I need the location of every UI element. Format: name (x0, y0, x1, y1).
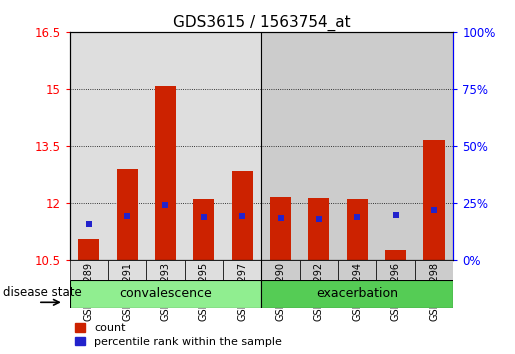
Bar (415, 32, 453, 260)
Bar (261, 260, 300, 280)
Bar (232, 171, 253, 260)
Text: disease state: disease state (3, 286, 81, 298)
Text: exacerbation: exacerbation (316, 287, 398, 300)
Bar (338, 32, 376, 260)
Bar (376, 32, 415, 260)
Bar (70, 32, 108, 260)
Text: GSM401296: GSM401296 (391, 262, 401, 321)
Bar (223, 260, 261, 280)
Bar (146, 260, 184, 280)
Text: GSM401293: GSM401293 (161, 262, 170, 321)
Text: GSM401298: GSM401298 (429, 262, 439, 321)
Title: GDS3615 / 1563754_at: GDS3615 / 1563754_at (173, 14, 350, 30)
Bar (423, 140, 444, 260)
Text: GSM401297: GSM401297 (237, 262, 247, 321)
Bar (155, 86, 176, 260)
Bar (70, 260, 108, 280)
Bar (270, 198, 291, 260)
Bar (261, 280, 453, 308)
Bar (184, 260, 223, 280)
Bar (338, 260, 376, 280)
Bar (78, 239, 99, 260)
Bar (108, 32, 146, 260)
Bar (300, 260, 338, 280)
Text: GSM401292: GSM401292 (314, 262, 324, 321)
Bar (415, 260, 453, 280)
Text: convalescence: convalescence (119, 287, 212, 300)
Bar (376, 260, 415, 280)
Bar (261, 32, 300, 260)
Text: GSM401290: GSM401290 (276, 262, 285, 321)
Text: GSM401294: GSM401294 (352, 262, 362, 321)
Bar (308, 198, 330, 260)
Bar (116, 169, 138, 260)
Legend: count, percentile rank within the sample: count, percentile rank within the sample (75, 323, 282, 347)
Bar (184, 32, 223, 260)
Text: GSM401295: GSM401295 (199, 262, 209, 321)
Bar (193, 199, 214, 260)
Text: GSM401289: GSM401289 (84, 262, 94, 321)
Bar (146, 32, 184, 260)
Bar (347, 199, 368, 260)
Text: GSM401291: GSM401291 (122, 262, 132, 321)
Bar (108, 260, 146, 280)
Bar (385, 250, 406, 260)
Bar (223, 32, 261, 260)
Bar (300, 32, 338, 260)
Bar (70, 280, 261, 308)
